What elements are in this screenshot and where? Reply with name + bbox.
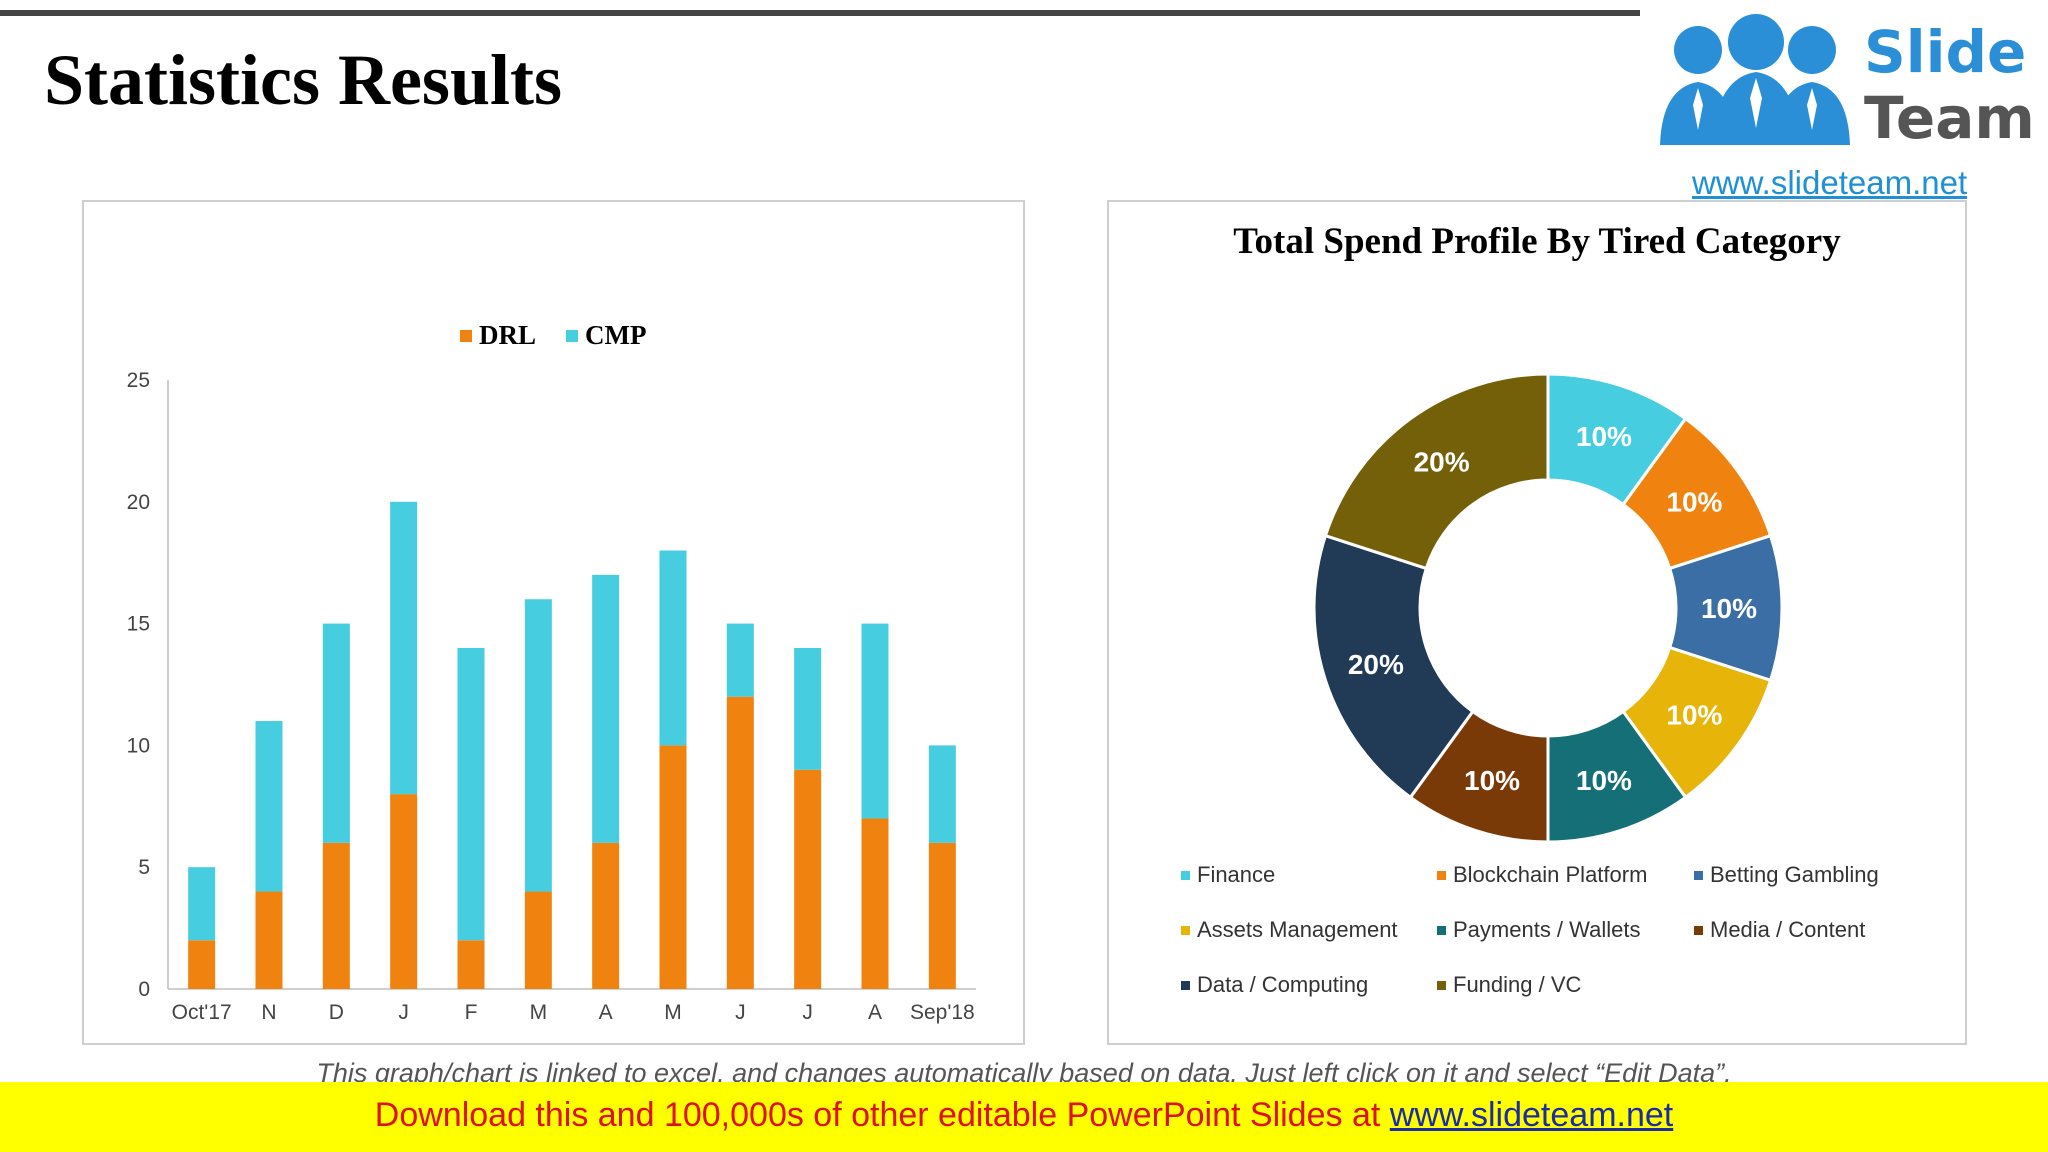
bar-cmp[interactable] (794, 647, 822, 770)
donut-data-label: 20% (1348, 649, 1404, 680)
y-tick-label: 20 (127, 491, 150, 514)
donut-legend-swatch (1437, 925, 1446, 935)
bar-cmp[interactable] (322, 623, 350, 843)
page-title: Statistics Results (44, 40, 562, 120)
donut-legend-swatch (1181, 980, 1190, 990)
logo-url[interactable]: www.slideteam.net (1692, 164, 1968, 201)
donut-data-label: 10% (1701, 593, 1757, 624)
bar-cmp[interactable] (188, 867, 216, 941)
bar-chart[interactable]: 0 5 10 15 20 25 Oct'17 N D J F M A M J J A Sep'18 DRL CMP (84, 202, 1023, 1043)
y-tick-label: 15 (127, 613, 150, 636)
x-tick-label: F (465, 1001, 478, 1024)
donut-legend-label: Assets Management (1197, 917, 1398, 942)
donut-legend-item: Payments / Wallets (1437, 917, 1640, 943)
donut-legend-label: Betting Gambling (1710, 862, 1879, 887)
logo-word-slide: Slide (1864, 18, 2026, 86)
x-tick-label: A (599, 1001, 613, 1024)
legend-swatch-cmp (566, 330, 578, 342)
donut-slice-funding-vc[interactable] (1323, 372, 1550, 571)
donut-legend-label: Media / Content (1710, 917, 1866, 942)
bar-drl[interactable] (794, 769, 822, 989)
bar-drl[interactable] (390, 794, 418, 989)
logo-people-icon: Slide Team (1660, 14, 2035, 152)
logo-word-team: Team (1864, 84, 2035, 152)
download-banner-text: Download this and 100,000s of other edit… (374, 1096, 1381, 1134)
donut-legend-swatch (1694, 870, 1703, 880)
download-banner-link[interactable]: www.slideteam.net (1389, 1096, 1674, 1134)
download-banner[interactable]: Download this and 100,000s of other edit… (0, 1082, 2048, 1152)
legend-swatch-drl (460, 330, 472, 342)
donut-legend-swatch (1181, 925, 1190, 935)
donut-chart-title: Total Spend Profile By Tired Category (1233, 221, 1841, 262)
donut-legend-label: Finance (1197, 862, 1276, 887)
bar-drl[interactable] (861, 818, 889, 989)
donut-data-label: 10% (1464, 765, 1520, 796)
donut-data-label: 20% (1414, 447, 1470, 478)
x-tick-label: J (735, 1001, 746, 1024)
bar-drl[interactable] (457, 940, 485, 989)
x-tick-label: D (329, 1001, 344, 1024)
donut-data-label: 10% (1576, 421, 1632, 452)
bar-cmp[interactable] (390, 501, 418, 795)
top-rule (0, 10, 1640, 16)
bar-cmp[interactable] (928, 745, 956, 843)
x-tick-label: M (664, 1001, 682, 1024)
bar-cmp[interactable] (592, 574, 620, 843)
legend-label-cmp: CMP (585, 320, 646, 350)
donut-legend-swatch (1437, 870, 1446, 880)
x-tick-label: N (261, 1001, 276, 1024)
donut-legend-swatch (1437, 980, 1446, 990)
x-tick-label: Oct'17 (172, 1001, 232, 1024)
bar-cmp[interactable] (861, 623, 889, 819)
bar-cmp[interactable] (524, 599, 552, 892)
donut-legend-item: Media / Content (1694, 917, 1865, 943)
donut-data-label: 10% (1576, 765, 1632, 796)
bar-drl[interactable] (659, 745, 687, 989)
bar-drl[interactable] (188, 940, 216, 989)
donut-legend-label: Payments / Wallets (1453, 917, 1641, 942)
bar-cmp[interactable] (659, 550, 687, 746)
x-tick-label: J (398, 1001, 409, 1024)
x-tick-label: M (530, 1001, 548, 1024)
bar-drl[interactable] (726, 696, 754, 989)
donut-legend-item: Data / Computing (1181, 972, 1368, 998)
y-tick-label: 0 (138, 978, 150, 1001)
donut-legend-item: Funding / VC (1437, 972, 1581, 998)
donut-legend-label: Funding / VC (1453, 972, 1582, 997)
x-tick-label: Sep'18 (910, 1001, 975, 1024)
donut-chart[interactable]: 10% 10% 10% 10% 10% 10% 20% 20% (1109, 272, 1965, 892)
donut-legend-swatch (1694, 925, 1703, 935)
donut-slice-data-computing[interactable] (1312, 533, 1475, 800)
slideteam-logo[interactable]: Slide Team www.slideteam.net (1640, 10, 2036, 201)
bar-cmp[interactable] (255, 721, 283, 892)
bar-drl[interactable] (255, 891, 283, 989)
x-tick-label: J (802, 1001, 813, 1024)
bar-drl[interactable] (928, 842, 956, 989)
donut-legend-label: Data / Computing (1197, 972, 1369, 997)
y-tick-label: 5 (138, 856, 150, 879)
donut-legend-item: Assets Management (1181, 917, 1398, 943)
y-tick-label: 10 (127, 734, 150, 757)
bar-cmp[interactable] (457, 647, 485, 941)
legend-label-drl: DRL (479, 320, 536, 350)
y-tick-label: 25 (127, 369, 150, 392)
bar-drl[interactable] (322, 842, 350, 989)
donut-chart-panel[interactable]: Total Spend Profile By Tired Category 10… (1107, 200, 1967, 1045)
donut-data-label: 10% (1666, 699, 1722, 730)
donut-legend-label: Blockchain Platform (1453, 862, 1648, 887)
donut-legend-item: Finance (1181, 862, 1275, 888)
x-tick-label: A (868, 1001, 882, 1024)
bar-cmp[interactable] (726, 623, 754, 697)
donut-legend-swatch (1181, 870, 1190, 880)
bar-drl[interactable] (592, 842, 620, 989)
donut-legend-item: Betting Gambling (1694, 862, 1879, 888)
donut-legend-item: Blockchain Platform (1437, 862, 1647, 888)
donut-data-label: 10% (1666, 487, 1722, 518)
bar-chart-panel[interactable]: 0 5 10 15 20 25 Oct'17 N D J F M A M J J A Sep'18 DRL CMP (82, 200, 1025, 1045)
bar-drl[interactable] (524, 891, 552, 989)
